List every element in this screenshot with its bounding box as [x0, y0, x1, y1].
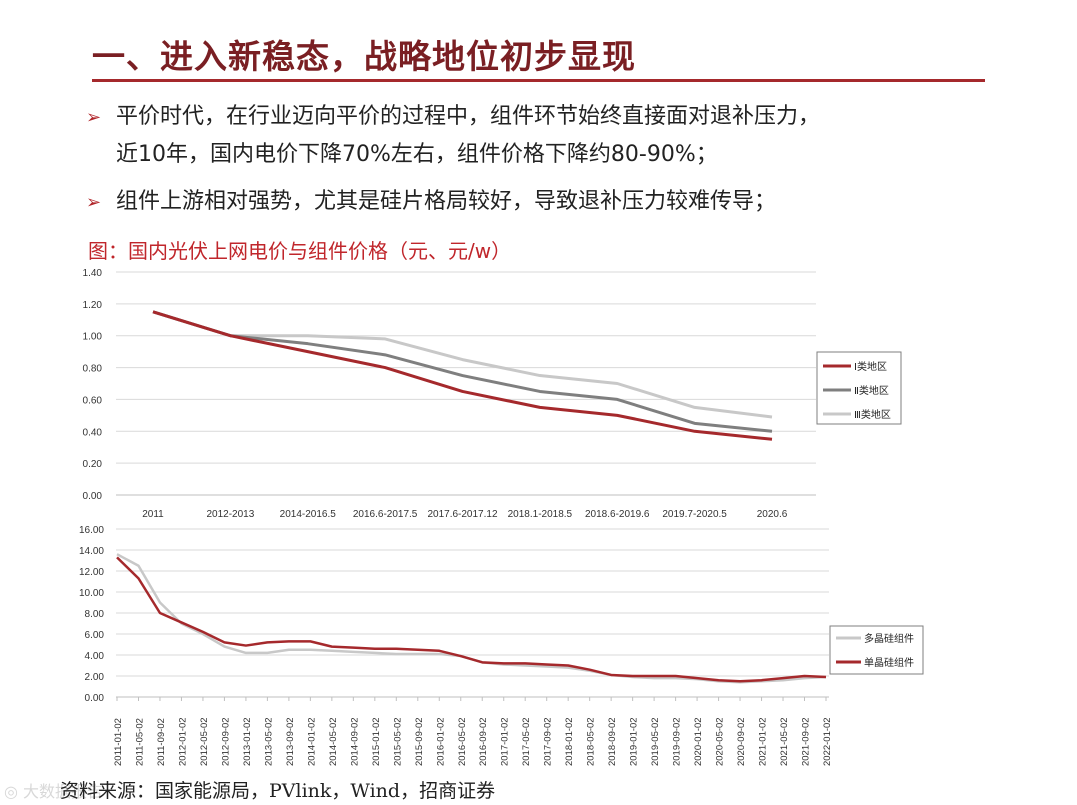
x-tick-label: 2019-05-02	[650, 717, 661, 766]
legend-label: Ⅱ类地区	[854, 384, 889, 397]
x-tick-label: 2012-09-02	[220, 717, 231, 766]
y-tick-label: 6.00	[85, 630, 105, 641]
series-line	[152, 310, 773, 433]
x-tick-label: 2020-01-02	[693, 717, 704, 766]
x-tick-label: 2016-01-02	[435, 717, 446, 766]
x-tick-label: 2018-01-02	[564, 717, 575, 766]
bullet-2: ➢ 组件上游相对强势，尤其是硅片格局较好，导致退补压力较难传导；	[86, 183, 776, 222]
x-tick-label: 2016-05-02	[457, 717, 468, 766]
y-tick-label: 0.40	[83, 427, 103, 438]
y-tick-label: 1.00	[83, 332, 103, 343]
x-tick-label: 2017-01-02	[500, 717, 511, 766]
y-tick-label: 0.00	[85, 693, 105, 704]
x-tick-label: 2011-01-02	[113, 718, 124, 766]
y-tick-label: 16.00	[79, 525, 104, 536]
y-tick-label: 0.20	[83, 459, 103, 470]
y-tick-label: 14.00	[79, 546, 104, 557]
legend-box	[829, 625, 924, 675]
bullet-1: ➢ 平价时代，在行业迈向平价的过程中，组件环节始终直接面对退补压力，	[86, 98, 820, 137]
y-tick-label: 2.00	[85, 672, 105, 683]
series-line	[116, 556, 827, 683]
title-underline	[92, 79, 985, 82]
x-tick-label: 2014-05-02	[328, 717, 339, 766]
y-tick-label: 1.40	[83, 268, 103, 279]
x-tick-label: 2021-05-02	[779, 717, 790, 766]
series-line	[152, 310, 773, 441]
y-tick-label: 0.80	[83, 364, 103, 375]
x-tick-label: 2021-09-02	[801, 717, 812, 766]
x-tick-label: 2012-05-02	[199, 717, 210, 766]
y-tick-label: 0.60	[83, 395, 103, 406]
x-tick-label: 2020.6	[757, 509, 788, 520]
x-tick-label: 2018.1-2018.5	[508, 509, 573, 520]
x-tick-label: 2014-2016.5	[280, 509, 337, 520]
tariff-chart: 0.00 0.20 0.40 0.60 0.80 1.00 1.20 1.40 2011 2012…	[83, 268, 902, 520]
x-tick-label: 2011-09-02	[156, 718, 167, 766]
x-tick-label: 2020-09-02	[736, 717, 747, 766]
legend-label: Ⅲ类地区	[854, 408, 891, 421]
x-tick-label: 2019-09-02	[672, 717, 683, 766]
legend-label: 多晶硅组件	[864, 632, 914, 645]
x-tick-label: 2016.6-2017.5	[353, 509, 418, 520]
x-tick-label: 2013-09-02	[285, 717, 296, 766]
y-tick-label: 1.20	[83, 300, 103, 311]
series-line	[152, 310, 773, 419]
bullet-arrow-icon: ➢	[86, 107, 102, 128]
series-line	[116, 553, 827, 684]
y-tick-label: 0.00	[83, 491, 103, 502]
x-tick-label: 2020-05-02	[715, 717, 726, 766]
y-tick-label: 4.00	[85, 651, 105, 662]
x-tick-label: 2016-09-02	[478, 717, 489, 766]
bullet-1-line-2: 近10年，国内电价下降70%左右，组件价格下降约80-90%；	[116, 142, 718, 167]
x-tick-label: 2014-01-02	[306, 717, 317, 766]
y-tick-label: 10.00	[79, 588, 104, 599]
bullet-1-line-1: 平价时代，在行业迈向平价的过程中，组件环节始终直接面对退补压力，	[116, 104, 821, 129]
x-tick-label: 2019-01-02	[629, 717, 640, 766]
source-note: 资料来源：国家能源局，PVlink，Wind，招商证券	[60, 780, 496, 802]
slide-title: 一、进入新稳态，战略地位初步显现	[92, 37, 636, 76]
x-tick-label: 2015-05-02	[392, 717, 403, 766]
legend-label: Ⅰ类地区	[854, 360, 887, 373]
x-tick-label: 2015-01-02	[371, 717, 382, 766]
x-tick-label: 2017-05-02	[521, 717, 532, 766]
x-tick-label: 2013-05-02	[263, 717, 274, 766]
x-tick-label: 2015-09-02	[414, 717, 425, 766]
x-tick-label: 2017-09-02	[543, 717, 554, 766]
x-tick-label: 2013-01-02	[242, 717, 253, 766]
bullet-2-text: 组件上游相对强势，尤其是硅片格局较好，导致退补压力较难传导；	[116, 189, 777, 214]
x-tick-label: 2014-09-02	[349, 717, 360, 766]
watermark: ◎ 大数据报告	[4, 782, 104, 801]
figure-caption: 图：国内光伏上网电价与组件价格（元、元/w）	[88, 239, 512, 263]
legend-label: 单晶硅组件	[864, 656, 914, 669]
x-tick-label: 2011-05-02	[134, 718, 145, 766]
x-tick-label: 2018.6-2019.6	[585, 509, 650, 520]
x-tick-label: 2022-01-02	[822, 717, 833, 766]
x-tick-label: 2012-01-02	[177, 717, 188, 766]
x-tick-label: 2012-2013	[206, 509, 254, 520]
x-tick-label: 2017.6-2017.12	[427, 509, 498, 520]
y-tick-label: 12.00	[79, 567, 104, 578]
legend-box	[816, 351, 902, 425]
x-tick-label: 2018-09-02	[607, 717, 618, 766]
bullet-arrow-icon: ➢	[86, 192, 102, 213]
y-tick-label: 8.00	[85, 609, 105, 620]
x-tick-label: 2018-05-02	[586, 717, 597, 766]
x-tick-label: 2019.7-2020.5	[662, 509, 727, 520]
x-tick-label: 2011	[142, 509, 164, 520]
x-tick-label: 2021-01-02	[758, 717, 769, 766]
